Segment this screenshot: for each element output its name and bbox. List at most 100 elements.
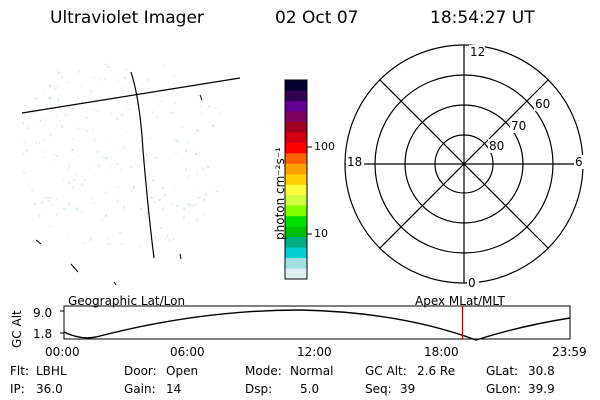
uv-speckle [43,138,45,141]
uv-speckle [203,214,205,216]
uv-speckles [22,63,220,247]
uv-speckle [86,129,89,132]
timeline-left-label: Geographic Lat/Lon [68,294,186,308]
uv-speckle [116,117,119,120]
uv-speckle [110,166,112,169]
uv-speckle [194,204,197,207]
uv-speckle [108,135,110,138]
uv-speckle [92,77,94,79]
uv-speckle [25,149,28,152]
uv-speckle [55,69,57,71]
status-glon-label: GLon: [486,382,521,396]
color-scale-strip [285,142,307,154]
uv-speckle [183,207,185,210]
uv-speckle [81,101,83,104]
uv-speckle [58,71,62,74]
uv-speckle [162,207,164,211]
uv-speckle [140,87,143,90]
timeline-right-label: Apex MLat/MLT [415,294,505,308]
uv-speckle [53,153,55,156]
status-glat-value: 30.8 [528,364,555,378]
uv-speckle [104,214,108,217]
color-scale-strip [285,216,307,228]
uv-speckle [160,100,164,102]
uv-speckle [39,120,42,123]
uv-speckle [194,152,198,155]
timeline-x-tick-4: 23:59 [552,345,587,359]
uv-speckle [71,205,73,207]
uv-speckle [187,175,191,178]
uv-speckle [184,178,187,180]
color-scale-strip [285,100,307,112]
uv-speckle [176,140,179,143]
uv-speckle [96,110,99,113]
status-dsp-value: 5.0 [300,382,320,396]
uv-speckle [76,174,78,176]
uv-speckle [146,78,149,80]
status-flt-label: Flt: [10,364,29,378]
uv-speckle [85,117,88,120]
timeline-y-tick-min: 1.8 [33,327,53,341]
mlat-label-70: 70 [511,119,527,133]
limb-fragment-4 [179,253,182,260]
uv-speckle [154,156,158,160]
uv-speckle [118,232,122,234]
color-scale-strip [285,132,307,144]
uv-speckle [128,109,131,111]
uv-speckle [139,245,142,247]
uv-speckle [191,204,194,208]
uv-speckle [203,199,206,202]
status-gcalt-value: 2.6 Re [417,364,456,378]
uv-speckle [81,183,84,186]
color-scale-strip [285,111,307,123]
color-scale-strip [285,247,307,259]
uv-speckle [122,87,125,89]
uv-speckle [66,235,68,238]
mlt-label-18: 18 [347,155,363,169]
uv-speckle [181,126,184,129]
uv-speckle [89,238,92,242]
uv-speckle [198,151,201,154]
uv-speckle [214,106,218,108]
color-scale-strip [285,237,307,249]
uv-speckle [161,187,165,189]
uv-speckle [154,236,156,238]
uv-speckle [183,215,186,219]
uv-speckle [129,80,132,84]
uv-speckle [61,125,64,128]
polar-ring-80 [434,134,494,194]
uv-speckle [201,112,203,114]
uv-speckle [166,234,169,238]
uv-speckle [151,111,153,114]
uv-speckle [168,239,170,242]
uv-speckle [139,124,142,126]
color-scale-frame [284,79,308,280]
uv-speckle [205,194,207,196]
uv-speckle [57,98,60,102]
latitude-line [21,77,241,114]
uv-speckle [174,138,177,141]
mlt-label-0: 0 [468,276,476,290]
uv-speckle [200,170,202,172]
uv-speckle [104,191,107,195]
uv-speckle [123,76,127,80]
uv-speckle [107,66,110,68]
uv-speckle [38,141,40,144]
uv-speckle [152,179,155,182]
uv-speckle [154,200,156,204]
uv-speckle [49,134,52,137]
colorbar-tick-10-label: 10 [314,227,328,240]
uv-speckle [163,64,165,66]
color-scale-strip [285,153,307,165]
status-dsp-label: Dsp: [245,382,273,396]
limb-fragment-3 [113,281,117,286]
uv-speckle [189,204,192,207]
uv-speckle [71,148,74,152]
uv-speckle [93,202,96,205]
uv-speckle [34,202,36,205]
uv-speckle [60,76,64,79]
status-mode-value: Normal [290,364,334,378]
uv-speckle [55,114,58,117]
uv-speckle [48,84,52,88]
